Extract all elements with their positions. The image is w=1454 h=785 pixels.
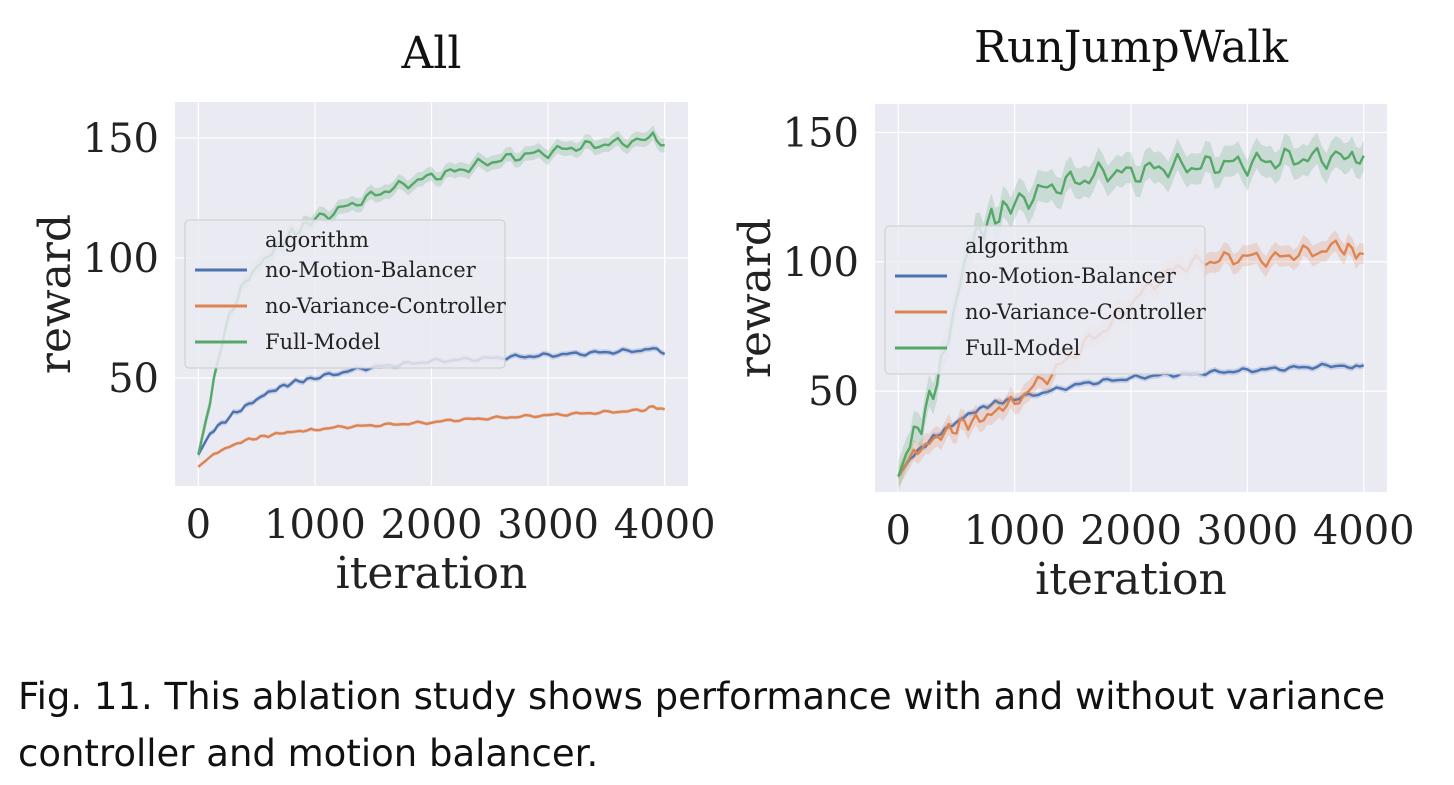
series-line-no-variance-controller <box>197 405 665 468</box>
x-tick-label: 2000 <box>1080 508 1182 554</box>
chart-title: RunJumpWalk <box>974 22 1288 73</box>
chart-panel-all: 0 1000 2000 3000 4000 50 100 150 iteration reward… <box>30 28 716 599</box>
legend-label-full-model: Full-Model <box>265 330 381 354</box>
legend-label-no-motion-balancer: no-Motion-Balancer <box>265 258 477 282</box>
y-tick-label: 100 <box>783 240 859 286</box>
legend-label-no-motion-balancer: no-Motion-Balancer <box>965 264 1177 288</box>
y-tick-label: 100 <box>83 236 159 282</box>
legend-title: algorithm <box>265 228 369 252</box>
x-tick-label: 3000 <box>497 502 599 548</box>
x-tick-label: 3000 <box>1196 508 1298 554</box>
x-tick-label: 1000 <box>964 508 1066 554</box>
x-tick-label: 0 <box>186 502 211 548</box>
legend-box <box>884 225 1206 375</box>
legend-label-no-variance-controller: no-Variance-Controller <box>265 294 507 318</box>
x-tick-label: 1000 <box>264 502 366 548</box>
legend-title: algorithm <box>965 234 1069 258</box>
figure-caption: Fig. 11. This ablation study shows perfo… <box>18 675 1386 775</box>
legend-label-no-variance-controller: no-Variance-Controller <box>965 300 1207 324</box>
x-tick-label: 0 <box>886 508 911 554</box>
y-tick-label: 50 <box>108 356 159 402</box>
x-tick-label: 4000 <box>1313 508 1415 554</box>
legend: algorithm no-Motion-Balancer no-Variance-C… <box>884 225 1207 375</box>
y-axis-label: reward <box>30 214 81 374</box>
x-axis-label: iteration <box>1035 554 1227 605</box>
legend-label-full-model: Full-Model <box>965 336 1081 360</box>
x-tick-label: 2000 <box>381 502 483 548</box>
chart-title: All <box>401 28 462 79</box>
x-axis-label: iteration <box>336 548 528 599</box>
legend-box <box>184 219 506 369</box>
y-tick-label: 150 <box>783 110 859 156</box>
figure-canvas: 0 1000 2000 3000 400050100150iterationreward… <box>30 22 1415 605</box>
chart-panel-runjumpwalk: 0 1000 2000 3000 4000 50 100 150 iteration reward… <box>730 22 1415 605</box>
y-axis-label: reward <box>730 218 781 378</box>
series-band-no-variance-controller <box>898 230 1364 487</box>
y-tick-label: 50 <box>808 369 859 415</box>
legend: algorithm no-Motion-Balancer no-Variance-C… <box>184 219 507 369</box>
series-band-no-variance-controller <box>198 404 665 469</box>
series-line-no-motion-balancer <box>897 362 1365 478</box>
x-tick-label: 4000 <box>614 502 716 548</box>
y-tick-label: 150 <box>83 116 159 162</box>
